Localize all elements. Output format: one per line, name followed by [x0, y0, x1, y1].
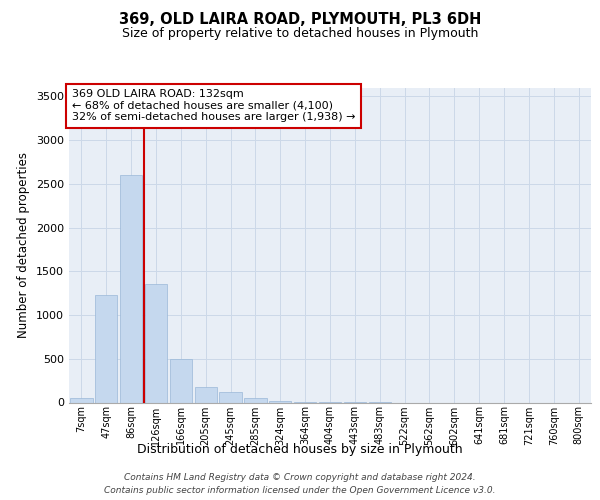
Bar: [170, 359, 192, 403]
Text: Contains HM Land Registry data © Crown copyright and database right 2024.: Contains HM Land Registry data © Crown c…: [124, 472, 476, 482]
Text: 369 OLD LAIRA ROAD: 132sqm
← 68% of detached houses are smaller (4,100)
32% of s: 369 OLD LAIRA ROAD: 132sqm ← 68% of deta…: [71, 89, 355, 122]
Y-axis label: Number of detached properties: Number of detached properties: [17, 152, 31, 338]
Bar: [269, 401, 292, 402]
Bar: [70, 398, 92, 402]
Bar: [244, 398, 266, 402]
Text: Size of property relative to detached houses in Plymouth: Size of property relative to detached ho…: [122, 28, 478, 40]
Text: Distribution of detached houses by size in Plymouth: Distribution of detached houses by size …: [137, 442, 463, 456]
Bar: [120, 175, 142, 402]
Text: Contains public sector information licensed under the Open Government Licence v3: Contains public sector information licen…: [104, 486, 496, 495]
Bar: [95, 295, 118, 403]
Bar: [194, 387, 217, 402]
Text: 369, OLD LAIRA ROAD, PLYMOUTH, PL3 6DH: 369, OLD LAIRA ROAD, PLYMOUTH, PL3 6DH: [119, 12, 481, 28]
Bar: [220, 392, 242, 402]
Bar: [145, 284, 167, 403]
